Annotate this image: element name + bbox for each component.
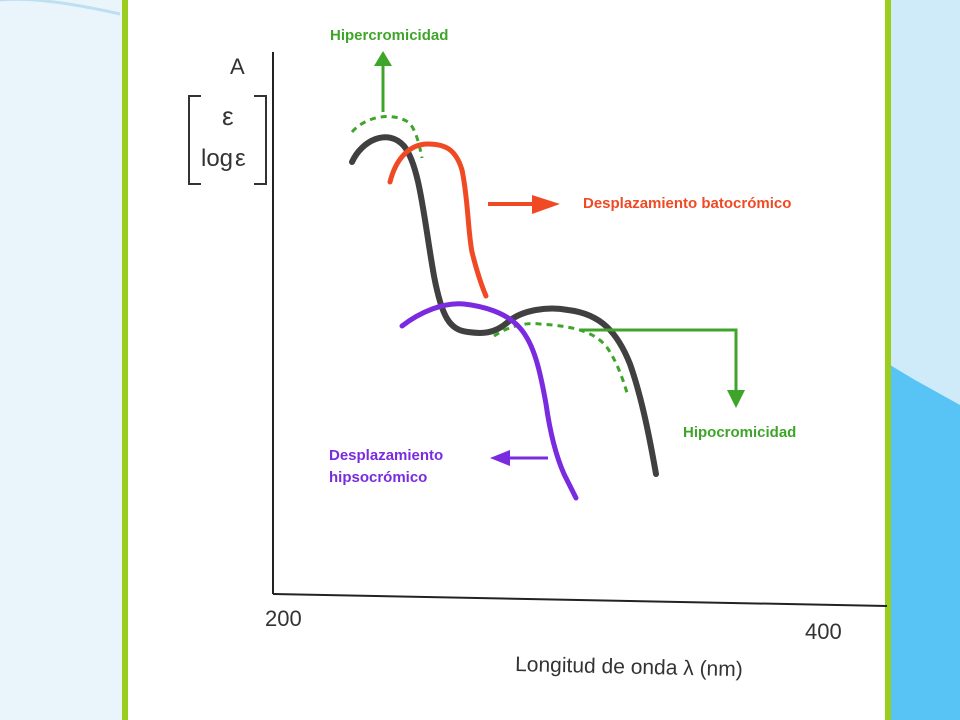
label-hypsochromic-line2: hipsocrómico [329, 469, 427, 486]
hypsochromic-curve [399, 301, 579, 501]
bathochromic-curve [387, 141, 489, 299]
label-hyperchromicity: Hipercromicidad [330, 27, 448, 44]
axes: A ε log ε 200 400 Longitud de onda λ (nm… [188, 52, 888, 681]
hyperchromicity-arrow [374, 51, 392, 112]
original-spectrum-curve [349, 134, 659, 477]
x-tick-400: 400 [805, 619, 842, 644]
y-axis-label: A [230, 54, 245, 79]
slide-left-swoosh [0, 0, 121, 16]
content-panel [127, 0, 887, 720]
slide-right-accent [890, 365, 960, 720]
bathochromic-arrow [488, 195, 560, 214]
y-axis-epsilon: ε [222, 101, 234, 131]
hypsochromic-arrow [490, 450, 548, 466]
label-hypochromicity: Hipocromicidad [683, 424, 796, 441]
hypochromicity-arrow [580, 328, 745, 408]
left-bracket [188, 95, 201, 185]
x-tick-200: 200 [265, 606, 302, 631]
x-axis [272, 593, 888, 607]
label-hypsochromic-line1: Desplazamiento [329, 447, 443, 464]
slide-left-strip [0, 0, 124, 720]
y-axis-log-label: log [201, 145, 233, 172]
right-bracket [254, 95, 267, 185]
label-bathochromic: Desplazamiento batocrómico [583, 195, 791, 212]
x-axis-label: Longitud de onda λ (nm) [515, 653, 743, 681]
y-axis-log-epsilon: ε [235, 145, 246, 172]
